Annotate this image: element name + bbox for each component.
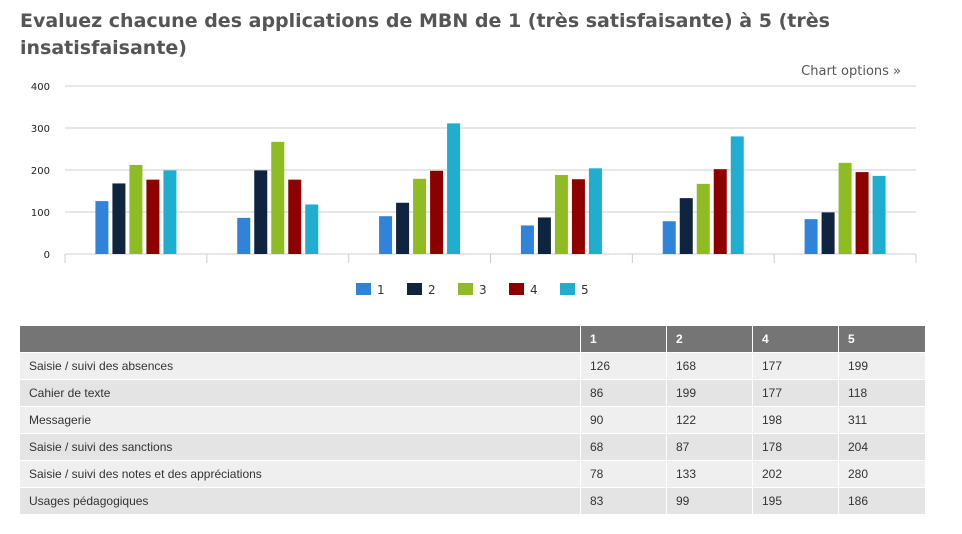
table-cell: 87: [666, 433, 753, 461]
legend-swatch: [560, 283, 575, 295]
table-cell: 83: [580, 487, 667, 514]
bar: [271, 141, 285, 254]
bar: [129, 164, 143, 254]
y-tick-label: 300: [31, 124, 50, 135]
table-cell: 126: [580, 352, 667, 380]
table-cell: 177: [752, 352, 839, 380]
y-tick-label: 400: [31, 82, 50, 93]
table-cell: 118: [838, 379, 926, 407]
y-tick-label: 100: [31, 208, 50, 219]
column-header: 2: [666, 326, 753, 353]
y-tick-label: 0: [44, 250, 50, 261]
bar: [305, 204, 319, 254]
table-cell: 195: [752, 487, 839, 514]
table-cell: Saisie / suivi des sanctions: [20, 433, 581, 461]
bar: [872, 175, 886, 254]
chart-options-link[interactable]: Chart options »: [801, 64, 901, 79]
bar: [696, 183, 710, 254]
table-cell: 99: [666, 487, 753, 514]
bar: [588, 168, 602, 254]
bar: [821, 212, 835, 254]
bar: [237, 217, 251, 254]
table-cell: 68: [580, 433, 667, 461]
legend-label: 3: [479, 283, 487, 297]
bar: [396, 202, 410, 254]
bar: [713, 169, 727, 254]
table-row: Usages pédagogiques 83 99 195 186: [20, 487, 926, 514]
legend-swatch: [509, 283, 524, 295]
table-cell: 122: [666, 406, 753, 434]
table-row: Saisie / suivi des notes et des apprécia…: [20, 460, 926, 488]
column-header: [20, 326, 581, 353]
legend-label: 1: [377, 283, 385, 297]
bar: [379, 216, 393, 254]
table-cell: Usages pédagogiques: [20, 487, 581, 514]
table-row: Saisie / suivi des absences 126 168 177 199: [20, 352, 926, 380]
bar: [254, 170, 268, 254]
table-cell: Messagerie: [20, 406, 581, 434]
bar: [112, 183, 126, 254]
bar: [447, 123, 461, 254]
bar: [804, 219, 818, 254]
table-cell: 198: [752, 406, 839, 434]
bar: [520, 225, 534, 254]
column-header: 4: [752, 326, 839, 353]
table-cell: 186: [838, 487, 926, 514]
table-cell: 86: [580, 379, 667, 407]
bar: [95, 201, 109, 254]
legend-swatch: [407, 283, 422, 295]
table-cell: 202: [752, 460, 839, 488]
bar: [838, 162, 852, 254]
y-tick-label: 200: [31, 166, 50, 177]
bar: [146, 179, 160, 254]
bar: [571, 179, 585, 254]
legend-swatch: [458, 283, 473, 295]
table-cell: 78: [580, 460, 667, 488]
bar: [679, 198, 693, 254]
bar: [430, 170, 444, 254]
table-cell: 168: [666, 352, 753, 380]
table-cell: 90: [580, 406, 667, 434]
table-row: Saisie / suivi des sanctions 68 87 178 204: [20, 433, 926, 461]
table-cell: 280: [838, 460, 926, 488]
table-cell: 199: [666, 379, 753, 407]
bar: [413, 178, 427, 254]
bar: [730, 136, 744, 254]
table-cell: Saisie / suivi des absences: [20, 352, 581, 380]
page-title: Evaluez chacune des applications de MBN …: [20, 10, 830, 59]
legend-label: 5: [581, 283, 589, 297]
bar: [163, 170, 177, 254]
legend-label: 4: [530, 283, 538, 297]
bar: [554, 175, 568, 254]
table-cell: 199: [838, 352, 926, 380]
column-header: 5: [838, 326, 926, 353]
table-cell: 177: [752, 379, 839, 407]
bar: [288, 179, 302, 254]
table-cell: Saisie / suivi des notes et des apprécia…: [20, 460, 581, 488]
legend-label: 2: [428, 283, 436, 297]
table-row: Cahier de texte 86 199 177 118: [20, 379, 926, 407]
bar-chart: 0 100 200 300 400 1 2 3 4 5: [31, 82, 917, 297]
table-cell: 204: [838, 433, 926, 461]
bar: [662, 221, 676, 254]
bar: [855, 172, 869, 254]
table-row: Messagerie 90 122 198 311: [20, 406, 926, 434]
bar: [537, 217, 551, 254]
legend-swatch: [356, 283, 371, 295]
table-cell: 178: [752, 433, 839, 461]
table-cell: Cahier de texte: [20, 379, 581, 407]
table-cell: 311: [838, 406, 926, 434]
column-header: 1: [580, 326, 667, 353]
table-cell: 133: [666, 460, 753, 488]
data-table: 1 2 4 5 Saisie / suivi des absences 126 168 177…: [20, 326, 926, 514]
